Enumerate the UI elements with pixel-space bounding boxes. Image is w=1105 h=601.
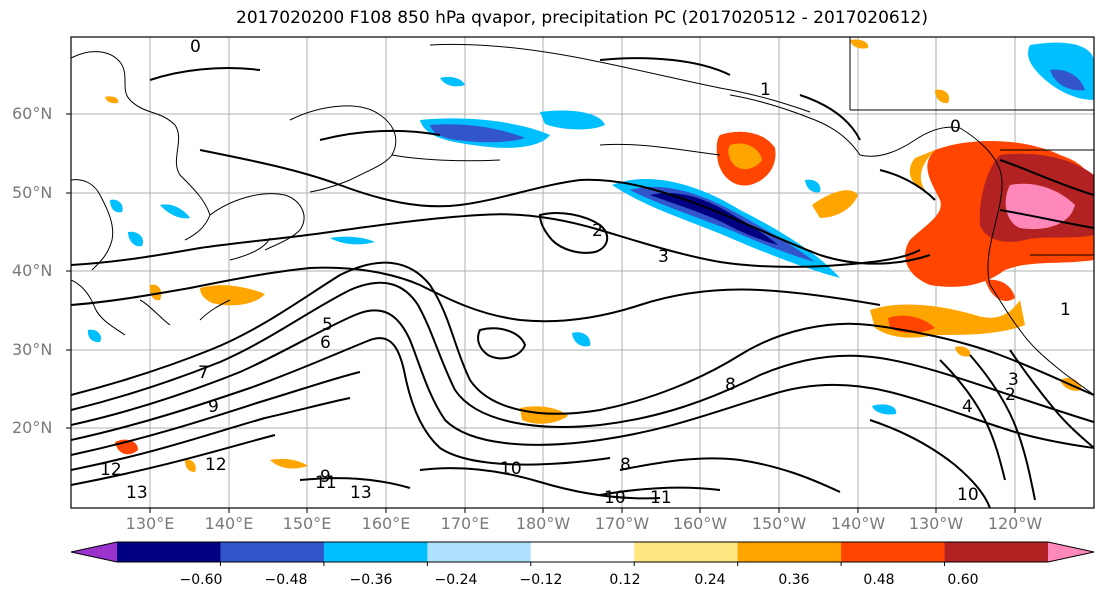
lon-label-140w: 140°W bbox=[830, 514, 886, 533]
colorbar-extend-high bbox=[1048, 542, 1094, 562]
contour-label: 12 bbox=[100, 460, 122, 480]
colorbar-tick-label: −0.60 bbox=[179, 572, 223, 588]
colorbar-segment bbox=[117, 542, 221, 562]
contour-label: 8 bbox=[725, 375, 736, 395]
contour-label: 11 bbox=[650, 488, 672, 508]
colorbar-segment bbox=[841, 542, 946, 562]
contour-label: 13 bbox=[126, 483, 148, 503]
lat-label-50n: 50°N bbox=[12, 183, 53, 202]
contour-label: 12 bbox=[205, 455, 227, 475]
lon-label-180w: 180°W bbox=[515, 514, 571, 533]
lon-label-150e: 150°E bbox=[282, 514, 332, 533]
colorbar-segment bbox=[944, 542, 1049, 562]
contour-label: 3 bbox=[1008, 370, 1019, 390]
colorbar-segment bbox=[220, 542, 325, 562]
contour-label: 4 bbox=[962, 397, 973, 417]
colorbar-tick-label: −0.48 bbox=[264, 572, 308, 588]
colorbar-segment bbox=[530, 542, 635, 562]
contour-label: 10 bbox=[500, 459, 522, 479]
contour-label: 5 bbox=[322, 315, 333, 335]
lat-label-40n: 40°N bbox=[12, 261, 53, 280]
colorbar-segment bbox=[737, 542, 842, 562]
contour-label: 9 bbox=[320, 467, 331, 487]
map-frame bbox=[70, 36, 1095, 509]
contour-label: 9 bbox=[208, 397, 219, 417]
contour-label: 1 bbox=[760, 80, 771, 100]
colorbar-extend-low bbox=[71, 542, 117, 562]
colorbar-tick-label: −0.36 bbox=[349, 572, 393, 588]
lat-label-60n: 60°N bbox=[12, 104, 53, 123]
contour-label: 7 bbox=[198, 363, 209, 383]
contour-labels: 0 1 2 3 5 6 7 8 9 10 11 12 13 10 11 10 4… bbox=[100, 37, 1071, 508]
lon-label-160e: 160°E bbox=[361, 514, 411, 533]
lon-label-140e: 140°E bbox=[204, 514, 254, 533]
contour-label: 11 bbox=[315, 473, 337, 493]
contour-label: 6 bbox=[320, 333, 331, 353]
coastlines bbox=[71, 37, 1094, 396]
lon-label-120w: 120°W bbox=[987, 514, 1043, 533]
colorbar-tick-label: 0.48 bbox=[863, 572, 895, 588]
colorbar-segment bbox=[323, 542, 428, 562]
contour-label: 2 bbox=[592, 221, 603, 241]
colorbar-tick-label: −0.24 bbox=[434, 572, 478, 588]
contour-label: 2 bbox=[1005, 385, 1016, 405]
lat-label-20n: 20°N bbox=[12, 418, 53, 437]
lon-label-160w: 160°W bbox=[672, 514, 728, 533]
lon-label-150w: 150°W bbox=[751, 514, 807, 533]
contour-label: 3 bbox=[658, 247, 669, 267]
map-title: 2017020200 F108 850 hPa qvapor, precipit… bbox=[236, 8, 928, 28]
lon-label-170e: 170°E bbox=[440, 514, 490, 533]
lon-label-130e: 130°E bbox=[125, 514, 175, 533]
contour-label: 1 bbox=[1060, 300, 1071, 320]
colorbar-tick-label: 0.36 bbox=[778, 572, 810, 588]
qvapor-contours bbox=[71, 57, 1094, 508]
colorbar-outline bbox=[70, 541, 1095, 563]
colorbar bbox=[70, 541, 1095, 566]
contour-label: 8 bbox=[620, 455, 631, 475]
contour-label: 13 bbox=[350, 483, 372, 503]
colorbar-tick-label: 0.24 bbox=[694, 572, 726, 588]
colorbar-tick-label: 0.12 bbox=[609, 572, 641, 588]
colorbar-segment bbox=[634, 542, 739, 562]
colorbar-tick-label: −0.12 bbox=[519, 572, 563, 588]
contour-label: 0 bbox=[950, 117, 961, 137]
colorbar-tick-label: 0.60 bbox=[947, 572, 979, 588]
contour-label: 0 bbox=[190, 37, 201, 57]
precip-negative-shading bbox=[87, 42, 1094, 415]
lon-label-130w: 130°W bbox=[908, 514, 964, 533]
lon-label-170w: 170°W bbox=[594, 514, 650, 533]
contour-label: 10 bbox=[604, 488, 626, 508]
colorbar-segment bbox=[427, 542, 532, 562]
contour-label: 10 bbox=[957, 485, 979, 505]
axis-ticks bbox=[66, 113, 1016, 513]
lat-label-30n: 30°N bbox=[12, 340, 53, 359]
